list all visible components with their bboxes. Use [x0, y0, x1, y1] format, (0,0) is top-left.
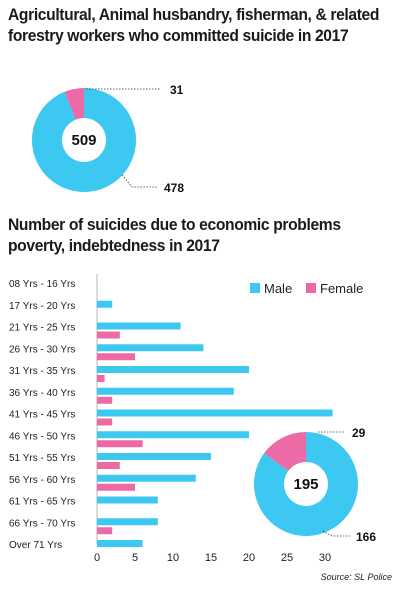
y-tick-label-4: 31 Yrs - 35 Yrs — [9, 366, 75, 377]
donut-economic-leader-male — [322, 530, 350, 537]
legend-label-female: Female — [320, 281, 363, 296]
bar-male-12 — [97, 540, 143, 547]
donut-farm-leader-male — [121, 174, 158, 188]
bar-male-9 — [97, 474, 196, 482]
chart-title-economic: Number of suicides due to economic probl… — [8, 215, 341, 255]
bar-male-5 — [97, 387, 234, 395]
donut-economic-female-value: 29 — [352, 426, 366, 440]
bar-male-1 — [97, 300, 113, 308]
donut-economic-male-value: 166 — [356, 530, 376, 544]
donut-farm-slice-male — [31, 88, 137, 192]
legend-label-male: Male — [264, 281, 292, 296]
bar-male-11 — [97, 518, 158, 526]
bar-male-2 — [97, 322, 181, 330]
x-tick-label-10: 10 — [167, 552, 179, 564]
y-tick-label-11: 66 Yrs - 70 Yrs — [9, 518, 75, 529]
y-tick-label-3: 26 Yrs - 30 Yrs — [9, 344, 75, 355]
chart-title-farm-workers: Agricultural, Animal husbandry, fisherma… — [8, 5, 380, 45]
legend-swatch-female — [306, 283, 316, 293]
bar-male-6 — [97, 409, 333, 417]
bar-male-8 — [97, 453, 211, 460]
x-tick-label-25: 25 — [281, 552, 293, 564]
donut-economic-total-label: 195 — [293, 476, 318, 493]
x-tick-label-0: 0 — [94, 552, 100, 564]
bar-female-6 — [97, 418, 113, 426]
y-tick-label-0: 08 Yrs - 16 Yrs — [9, 279, 75, 290]
x-tick-label-20: 20 — [243, 552, 255, 564]
y-tick-label-7: 46 Yrs - 50 Yrs — [9, 431, 75, 442]
bar-female-8 — [97, 462, 120, 469]
y-tick-label-10: 61 Yrs - 65 Yrs — [9, 497, 75, 508]
donut-farm-female-value: 31 — [170, 83, 184, 97]
y-tick-label-2: 21 Yrs - 25 Yrs — [9, 323, 75, 334]
bar-female-4 — [97, 375, 105, 382]
x-tick-label-15: 15 — [205, 552, 217, 564]
bar-female-5 — [97, 396, 113, 404]
bar-female-2 — [97, 331, 120, 339]
bar-male-10 — [97, 496, 158, 504]
bar-female-11 — [97, 527, 113, 535]
bar-female-9 — [97, 483, 135, 491]
bar-male-4 — [97, 366, 249, 373]
donut-farm-total-label: 509 — [71, 132, 96, 149]
bar-female-3 — [97, 353, 135, 361]
y-tick-label-1: 17 Yrs - 20 Yrs — [9, 301, 75, 312]
y-tick-label-9: 56 Yrs - 60 Yrs — [9, 475, 75, 486]
x-tick-label-5: 5 — [132, 552, 138, 564]
y-tick-label-8: 51 Yrs - 55 Yrs — [9, 453, 75, 464]
y-tick-label-12: Over 71 Yrs — [9, 540, 62, 551]
legend-swatch-male — [250, 283, 260, 293]
bar-male-7 — [97, 431, 249, 439]
y-tick-label-5: 36 Yrs - 40 Yrs — [9, 388, 75, 399]
donut-economic-slice-male — [254, 432, 359, 536]
donut-farm-male-value: 478 — [164, 181, 184, 195]
source-note: Source: SL Police — [320, 572, 392, 582]
bar-male-3 — [97, 344, 204, 352]
y-tick-label-6: 41 Yrs - 45 Yrs — [9, 410, 75, 421]
x-tick-label-30: 30 — [319, 552, 331, 564]
donut-economic-slice-female — [264, 432, 306, 471]
bar-female-7 — [97, 440, 143, 448]
donut-farm-slice-female — [64, 88, 84, 120]
